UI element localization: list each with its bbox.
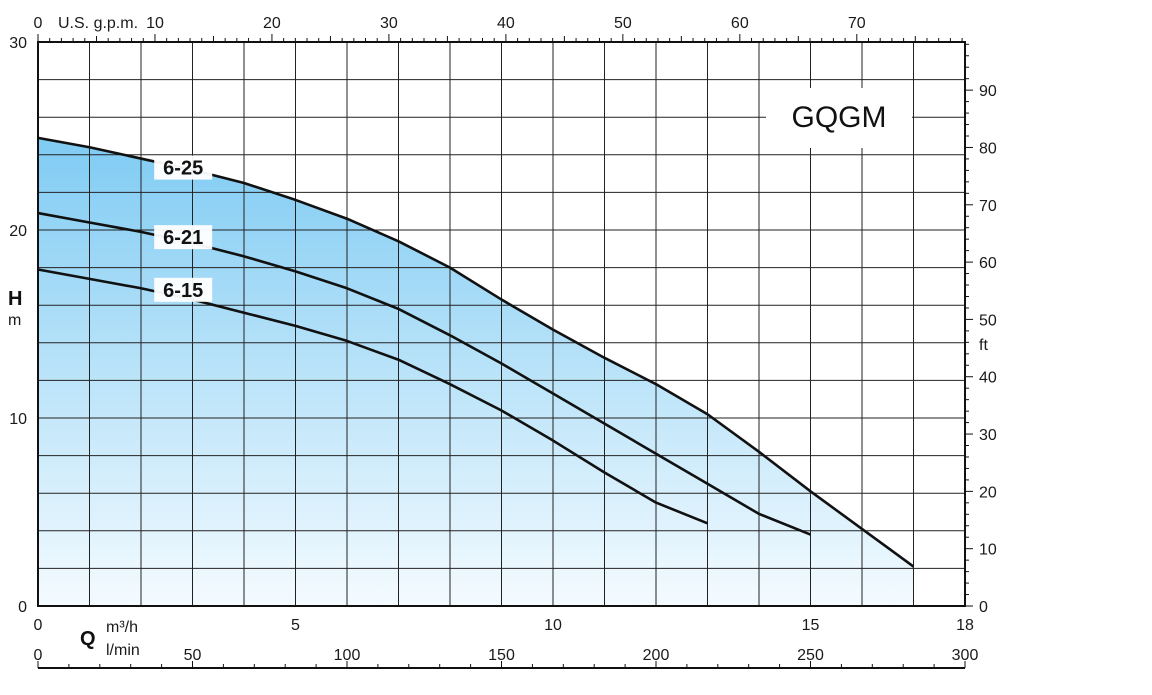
plot-frame: [37, 41, 966, 607]
m3h-tick-label: 10: [544, 617, 562, 634]
m3h-tick-label: 15: [802, 617, 820, 634]
m-unit-label: m: [8, 312, 21, 329]
gpm-unit-label: U.S. g.p.m.: [58, 15, 138, 32]
m3h-unit-label: m³/h: [106, 619, 138, 636]
lmin-unit-label: l/min: [106, 642, 140, 659]
q-axis-title: Q: [80, 628, 96, 650]
ft-unit-label: ft: [979, 337, 988, 354]
m3h-tick-label: 5: [291, 617, 300, 634]
ft-tick-label: 70: [979, 198, 997, 215]
gpm-tick-label: 50: [614, 15, 632, 32]
curve-label-bg: [154, 277, 213, 302]
curve-label-bg: [154, 225, 213, 250]
gpm-tick-label: 40: [497, 15, 515, 32]
lmin-tick-label: 150: [488, 647, 515, 664]
h-axis-title: H: [8, 288, 22, 310]
grid-layer: [38, 42, 965, 606]
ft-tick-label: 20: [979, 484, 997, 501]
lmin-tick-label: 0: [34, 647, 43, 664]
gpm-tick-label: 20: [263, 15, 281, 32]
ft-tick-label: 50: [979, 312, 997, 329]
h-tick-label: 10: [9, 411, 27, 428]
lmin-tick-label: 200: [643, 647, 670, 664]
gpm-tick-label: 10: [146, 15, 164, 32]
m3h-tick-label: 0: [34, 617, 43, 634]
gpm-tick-label: 70: [848, 15, 866, 32]
h-tick-label: 30: [9, 35, 27, 52]
h-tick-label: 0: [18, 599, 27, 616]
gpm-tick-label: 60: [731, 15, 749, 32]
curve-label-6-21: 6-21: [163, 227, 203, 249]
label-layer: U.S. g.p.m. H m ft Q m³/h l/min 0 5 10 15 18…: [8, 15, 997, 664]
ft-tick-label: 10: [979, 542, 997, 559]
m3h-tick-label: 18: [956, 617, 974, 634]
ft-tick-label: 0: [979, 599, 988, 616]
lmin-tick-label: 100: [334, 647, 361, 664]
ft-tick-label: 60: [979, 255, 997, 272]
ft-tick-label: 30: [979, 427, 997, 444]
ft-tick-label: 90: [979, 83, 997, 100]
h-tick-label: 20: [9, 223, 27, 240]
lmin-tick-label: 50: [184, 647, 202, 664]
curve-label-6-25: 6-25: [163, 158, 203, 180]
gpm-tick-label: 30: [380, 15, 398, 32]
model-title-box: GQGM: [766, 88, 912, 148]
ft-tick-label: 40: [979, 370, 997, 387]
curve-label-bg: [154, 155, 213, 180]
frame-layer: [37, 34, 973, 669]
lmin-tick-label: 300: [952, 647, 979, 664]
curve-label-6-15: 6-15: [163, 280, 203, 302]
operating-area: [38, 137, 914, 606]
gpm-tick-label: 0: [34, 15, 43, 32]
curve-6-15: [37, 268, 708, 525]
ft-tick-label: 80: [979, 140, 997, 157]
lmin-tick-label: 250: [797, 647, 824, 664]
operating-area-layer: [38, 137, 914, 606]
chart-title: GQGM: [791, 101, 887, 134]
